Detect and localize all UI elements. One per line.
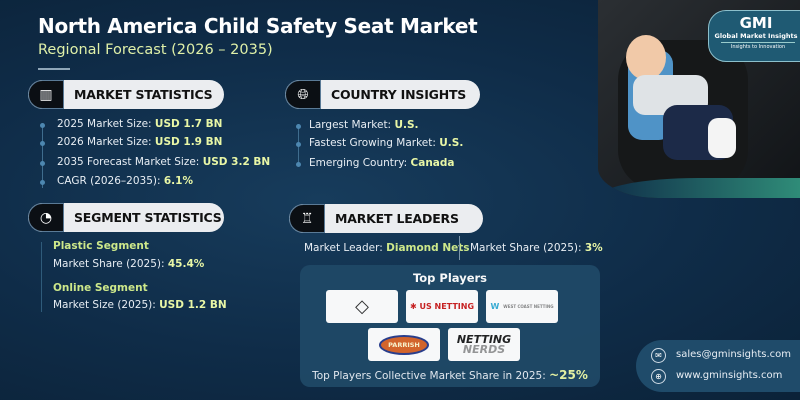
contact-email[interactable]: sales@gminsights.com <box>676 349 792 360</box>
player-logo-netting-nerds: NETTING NERDS <box>448 328 520 361</box>
leader-share: Market Share (2025): 3% <box>470 242 603 254</box>
player-logo-diamond-nets: ◇ <box>326 290 398 323</box>
stat-item: 2026 Market Size: USD 1.9 BN <box>57 136 223 148</box>
stat-item: 2035 Forecast Market Size: USD 3.2 BN <box>57 156 271 168</box>
divider <box>459 236 460 260</box>
globe-icon: ⊕ <box>651 369 666 384</box>
segment-name: Plastic Segment <box>53 240 149 252</box>
country-insights-header: 🌐︎ COUNTRY INSIGHTS <box>285 80 480 109</box>
brand-name: Global Market Insights <box>714 32 798 40</box>
top-players-panel: Top Players ◇ ✱ US NETTING W WEST COAST … <box>300 265 600 387</box>
leaders-icon: ♖ <box>289 204 325 233</box>
section-heading: MARKET STATISTICS <box>74 87 213 102</box>
contact-website[interactable]: www.gminsights.com <box>676 370 783 381</box>
timeline <box>41 242 42 312</box>
timeline <box>42 124 43 188</box>
chart-globe-icon: ▥ <box>28 80 64 109</box>
page-subtitle: Regional Forecast (2026 – 2035) <box>38 42 273 58</box>
logo-text: GMI <box>739 14 773 32</box>
segment-chart-icon: ◔ <box>28 203 64 232</box>
brand-tagline: Insights to Innovation <box>721 42 795 50</box>
stat-item: 2025 Market Size: USD 1.7 BN <box>57 118 223 130</box>
market-leader: Market Leader: Diamond Nets <box>304 242 470 254</box>
player-logo-parrish: Parrish <box>368 328 440 361</box>
country-item: Emerging Country: Canada <box>309 157 455 169</box>
gmi-logo: GMI Global Market Insights Insights to I… <box>708 10 800 62</box>
segment-statistics-header: ◔ SEGMENT STATISTICS <box>28 203 224 232</box>
player-logo-west-coast-netting: W WEST COAST NETTING <box>486 290 558 323</box>
globe-icon: 🌐︎ <box>285 80 321 109</box>
segment-value: Market Size (2025): USD 1.2 BN <box>53 299 227 311</box>
player-logo-us-netting: ✱ US NETTING <box>406 290 478 323</box>
market-leaders-header: ♖ MARKET LEADERS <box>289 204 483 233</box>
contact-panel: ✉ sales@gminsights.com ⊕ www.gminsights.… <box>636 340 800 392</box>
country-item: Fastest Growing Market: U.S. <box>309 137 464 149</box>
country-item: Largest Market: U.S. <box>309 119 419 131</box>
section-heading: MARKET LEADERS <box>335 211 459 226</box>
collective-share: Top Players Collective Market Share in 2… <box>312 368 588 382</box>
stat-item: CAGR (2026–2035): 6.1% <box>57 175 193 187</box>
segment-name: Online Segment <box>53 282 148 294</box>
divider <box>38 68 70 70</box>
segment-value: Market Share (2025): 45.4% <box>53 258 205 270</box>
page-title: North America Child Safety Seat Market <box>38 14 478 38</box>
market-statistics-header: ▥ MARKET STATISTICS <box>28 80 224 109</box>
top-players-title: Top Players <box>412 271 488 285</box>
section-heading: SEGMENT STATISTICS <box>74 210 222 225</box>
section-heading: COUNTRY INSIGHTS <box>331 87 467 102</box>
mail-icon: ✉ <box>651 348 666 363</box>
player-name: Parrish <box>379 334 429 355</box>
